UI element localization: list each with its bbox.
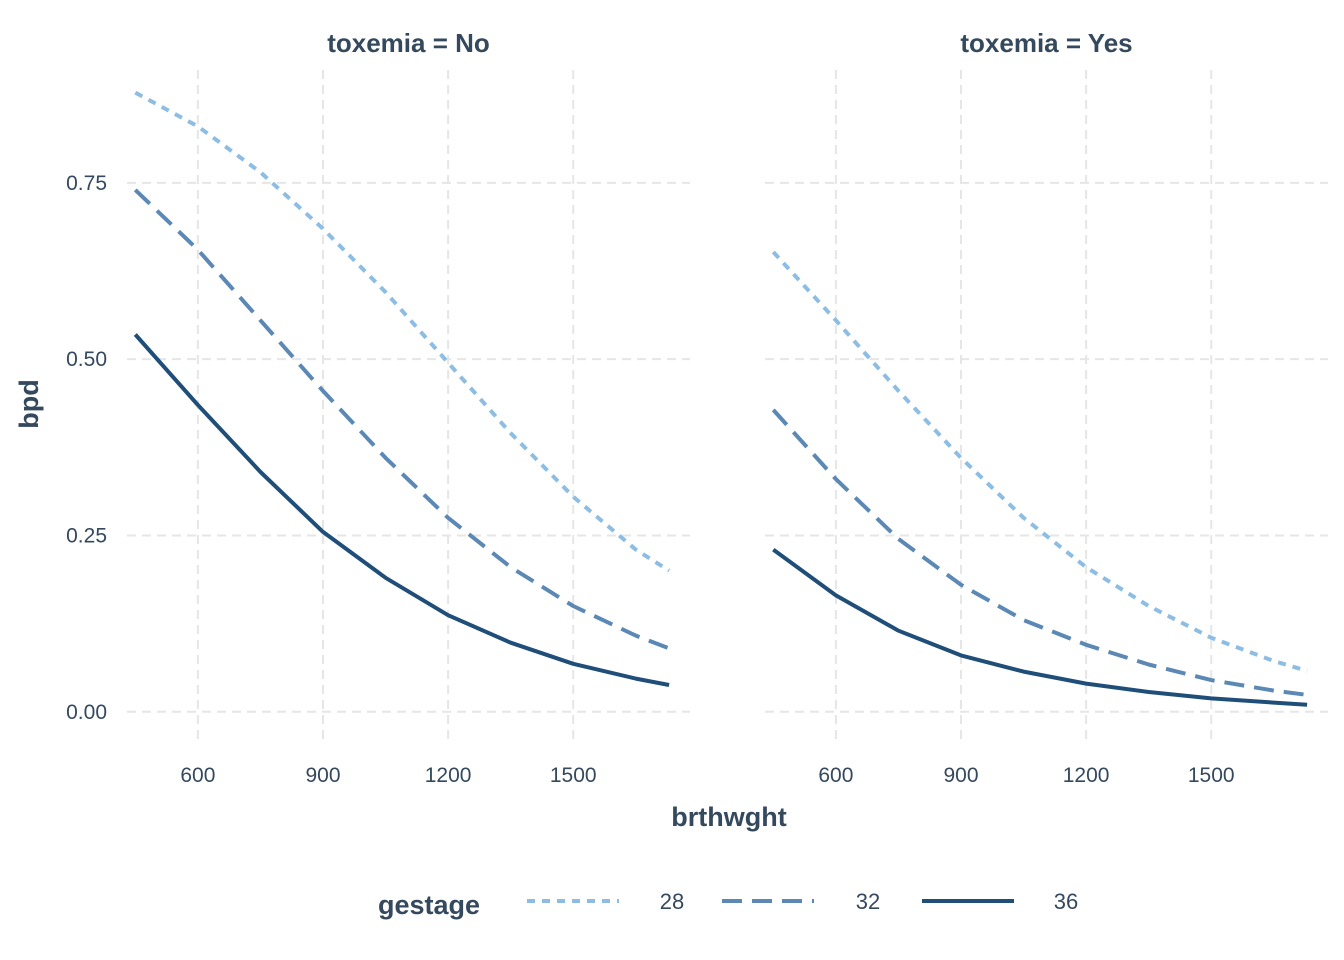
series-line-gestage-28 <box>771 250 1308 673</box>
series-line-gestage-36 <box>772 547 1308 707</box>
legend-title: gestage <box>378 890 480 920</box>
x-tick-label: 600 <box>818 764 853 787</box>
y-tick-label: 0.25 <box>66 524 107 547</box>
series-line-gestage-32 <box>133 188 670 651</box>
legend-label: 32 <box>856 889 880 914</box>
y-tick-label: 0.75 <box>66 172 107 195</box>
facet-strip-title: toxemia = Yes <box>960 28 1132 58</box>
x-axis-title: brthwght <box>671 802 786 832</box>
series-line-gestage-28 <box>134 90 671 573</box>
x-tick-label: 600 <box>180 764 215 787</box>
x-tick-label: 1200 <box>425 764 472 787</box>
x-tick-label: 1500 <box>1188 764 1235 787</box>
series-line-gestage-32 <box>771 408 1308 697</box>
x-tick-label: 1200 <box>1063 764 1110 787</box>
legend-label: 36 <box>1054 889 1078 914</box>
facet-strip-title: toxemia = No <box>327 28 490 58</box>
y-axis-title: bpd <box>14 379 44 428</box>
series-line-gestage-36 <box>133 333 670 687</box>
x-tick-label: 900 <box>305 764 340 787</box>
legend-label: 28 <box>660 889 684 914</box>
x-tick-label: 1500 <box>550 764 597 787</box>
x-tick-label: 900 <box>943 764 978 787</box>
y-tick-label: 0.00 <box>66 701 107 724</box>
y-tick-label: 0.50 <box>66 348 107 371</box>
